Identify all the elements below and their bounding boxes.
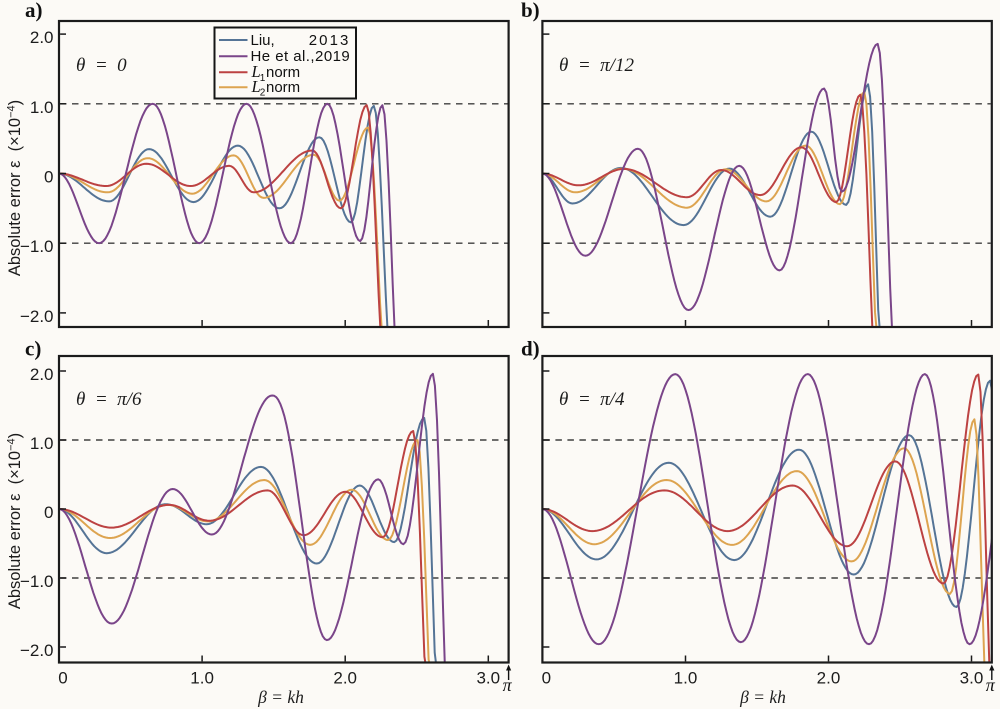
svg-text:3.0: 3.0 bbox=[960, 669, 984, 688]
svg-text:Absolute error ε (×10−4): Absolute error ε (×10−4) bbox=[6, 100, 25, 276]
svg-text:0: 0 bbox=[44, 503, 53, 522]
svg-text:0: 0 bbox=[542, 669, 551, 688]
svg-text:π: π bbox=[503, 675, 513, 695]
svg-text:−2.0: −2.0 bbox=[20, 641, 54, 660]
svg-text:1.0: 1.0 bbox=[190, 669, 214, 688]
svg-text:1.0: 1.0 bbox=[30, 98, 54, 117]
svg-text:2.0: 2.0 bbox=[817, 669, 841, 688]
svg-text:norm: norm bbox=[266, 79, 300, 96]
svg-text:norm: norm bbox=[266, 64, 300, 81]
svg-text:b): b) bbox=[521, 0, 540, 22]
svg-text:2.0: 2.0 bbox=[30, 28, 54, 47]
svg-text:3.0: 3.0 bbox=[476, 669, 500, 688]
svg-text:β = kh: β = kh bbox=[739, 687, 786, 707]
svg-text:a): a) bbox=[25, 0, 43, 22]
svg-text:2.0: 2.0 bbox=[333, 669, 357, 688]
svg-text:−1.0: −1.0 bbox=[20, 572, 54, 591]
svg-text:L: L bbox=[251, 62, 261, 81]
svg-text:1: 1 bbox=[260, 73, 266, 84]
svg-text:Absolute error ε (×10−4): Absolute error ε (×10−4) bbox=[6, 433, 25, 609]
svg-text:1.0: 1.0 bbox=[30, 434, 54, 453]
svg-text:Liu,: Liu, bbox=[251, 32, 275, 49]
svg-text:1.0: 1.0 bbox=[674, 669, 698, 688]
svg-text:β = kh: β = kh bbox=[257, 687, 304, 707]
svg-text:2013: 2013 bbox=[309, 32, 351, 49]
svg-text:L: L bbox=[251, 77, 261, 96]
svg-text:θ = π/12: θ = π/12 bbox=[559, 55, 634, 76]
svg-text:c): c) bbox=[25, 337, 41, 361]
svg-text:−1.0: −1.0 bbox=[20, 237, 54, 256]
svg-text:2.0: 2.0 bbox=[30, 365, 54, 384]
svg-text:−2.0: −2.0 bbox=[20, 307, 54, 326]
svg-text:0: 0 bbox=[58, 669, 67, 688]
svg-text:θ = π/4: θ = π/4 bbox=[559, 389, 625, 410]
svg-text:d): d) bbox=[521, 337, 540, 361]
svg-text:0: 0 bbox=[44, 168, 53, 187]
svg-text:θ = 0: θ = 0 bbox=[76, 55, 127, 76]
svg-text:θ = π/6: θ = π/6 bbox=[76, 389, 142, 410]
svg-text:π: π bbox=[986, 675, 996, 695]
svg-text:He et al.,2019: He et al.,2019 bbox=[251, 48, 351, 65]
svg-text:2: 2 bbox=[260, 88, 266, 99]
